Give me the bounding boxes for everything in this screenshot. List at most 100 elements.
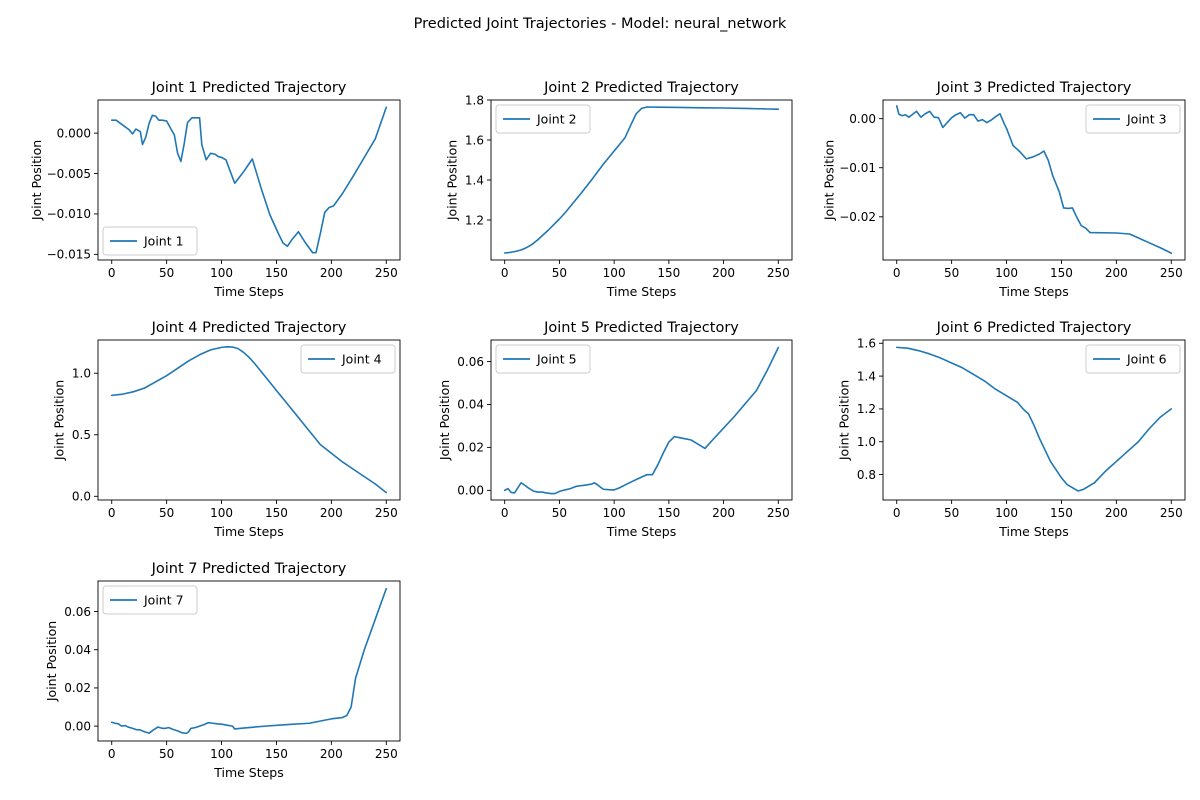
y-tick-label: 1.2 <box>465 213 484 227</box>
y-tick-label: −0.02 <box>839 210 876 224</box>
x-tick-label: 0 <box>501 266 509 280</box>
legend: Joint 4 <box>300 344 396 374</box>
y-tick-label: 0.06 <box>457 355 484 369</box>
legend: Joint 3 <box>1085 104 1181 134</box>
plot-frame <box>882 99 1186 261</box>
legend-box <box>1085 104 1181 134</box>
y-tick-label: 0.000 <box>57 126 91 140</box>
x-tick-label: 0 <box>893 266 901 280</box>
x-axis-label: Time Steps <box>606 284 677 299</box>
x-tick-label: 50 <box>159 506 174 520</box>
legend-label: Joint 7 <box>143 593 184 608</box>
legend-box <box>495 104 591 134</box>
plot-frame <box>97 99 401 261</box>
y-tick-label: 0.02 <box>64 681 91 695</box>
subplot-3: Joint 3 Predicted Trajectory 0 50 100 150 200… <box>822 80 1186 299</box>
legend-box <box>300 344 396 374</box>
y-tick-label: 0.06 <box>64 605 91 619</box>
subplot-title: Joint 2 Predicted Trajectory <box>543 80 739 96</box>
x-axis-label: Time Steps <box>606 524 677 539</box>
series-line-1 <box>110 587 388 735</box>
x-axis-label: Time Steps <box>213 524 284 539</box>
x-tick-label: 50 <box>552 266 567 280</box>
series-line-1 <box>895 346 1173 492</box>
subplot-1: Joint 1 Predicted Trajectory 0 50 100 150 200… <box>29 80 401 299</box>
plot-frame <box>97 339 401 501</box>
y-tick-label: 0.5 <box>72 428 91 442</box>
x-tick-label: 50 <box>159 747 174 761</box>
y-axis-label: Joint Position <box>837 380 852 461</box>
subplot-2: Joint 2 Predicted Trajectory 0 50 100 150 200… <box>445 80 793 299</box>
y-axis-label: Joint Position <box>52 380 67 461</box>
y-tick-label: 1.0 <box>72 367 91 381</box>
legend-label: Joint 1 <box>143 234 184 249</box>
plot-frame <box>882 339 1186 501</box>
y-tick-label: −0.01 <box>839 161 876 175</box>
x-tick-label: 200 <box>320 506 343 520</box>
y-tick-label: 1.0 <box>857 435 876 449</box>
x-tick-label: 200 <box>320 266 343 280</box>
series-line-1 <box>503 106 780 254</box>
x-tick-label: 100 <box>995 266 1018 280</box>
x-tick-label: 100 <box>210 266 233 280</box>
legend-label: Joint 6 <box>1126 352 1167 367</box>
subplot-title: Joint 6 Predicted Trajectory <box>936 320 1132 336</box>
subplot-7: Joint 7 Predicted Trajectory 0 50 100 150 200… <box>44 561 401 780</box>
subplot-title: Joint 3 Predicted Trajectory <box>936 80 1132 96</box>
y-axis-label: Joint Position <box>29 140 44 221</box>
subplot-4: Joint 4 Predicted Trajectory 0 50 100 150 200… <box>52 320 401 539</box>
x-tick-label: 50 <box>552 506 567 520</box>
y-axis-label: Joint Position <box>822 140 837 221</box>
x-tick-label: 250 <box>375 747 398 761</box>
x-tick-label: 50 <box>944 266 959 280</box>
legend: Joint 7 <box>102 585 198 615</box>
plot-frame <box>490 339 793 501</box>
x-tick-label: 250 <box>375 506 398 520</box>
x-tick-label: 150 <box>265 747 288 761</box>
subplot-title: Joint 7 Predicted Trajectory <box>151 561 347 577</box>
x-tick-label: 150 <box>265 506 288 520</box>
y-tick-label: 0.04 <box>64 643 91 657</box>
plot-frame <box>97 580 401 742</box>
x-axis-label: Time Steps <box>998 524 1069 539</box>
x-axis-label: Time Steps <box>213 284 284 299</box>
y-tick-label: 0.04 <box>457 398 484 412</box>
legend-box <box>1085 344 1181 374</box>
legend: Joint 2 <box>495 104 591 134</box>
y-tick-label: 0.00 <box>849 112 876 126</box>
legend: Joint 1 <box>102 226 198 256</box>
x-tick-label: 0 <box>501 506 509 520</box>
x-tick-label: 250 <box>767 506 790 520</box>
y-tick-label: −0.015 <box>47 248 91 262</box>
x-tick-label: 200 <box>320 747 343 761</box>
legend: Joint 6 <box>1085 344 1181 374</box>
x-tick-label: 250 <box>375 266 398 280</box>
y-axis-label: Joint Position <box>44 621 59 702</box>
x-tick-label: 250 <box>1160 266 1183 280</box>
x-tick-label: 100 <box>603 506 626 520</box>
y-tick-label: 0.0 <box>72 490 91 504</box>
legend-label: Joint 3 <box>1126 112 1167 127</box>
subplot-title: Joint 4 Predicted Trajectory <box>151 320 347 336</box>
subplot-title: Joint 1 Predicted Trajectory <box>151 80 347 96</box>
x-tick-label: 0 <box>108 266 116 280</box>
y-tick-label: 1.6 <box>857 337 876 351</box>
x-tick-label: 50 <box>944 506 959 520</box>
x-tick-label: 250 <box>1160 506 1183 520</box>
y-tick-label: 1.4 <box>465 173 484 187</box>
x-tick-label: 150 <box>265 266 288 280</box>
y-axis-label: Joint Position <box>437 380 452 461</box>
x-axis-label: Time Steps <box>998 284 1069 299</box>
subplot-6: Joint 6 Predicted Trajectory 0 50 100 150 200… <box>837 320 1186 539</box>
x-tick-label: 150 <box>1050 506 1073 520</box>
x-tick-label: 150 <box>657 506 680 520</box>
x-tick-label: 200 <box>1105 506 1128 520</box>
legend-box <box>495 344 591 374</box>
x-tick-label: 100 <box>603 266 626 280</box>
series-line-1 <box>895 105 1173 254</box>
y-tick-label: −0.005 <box>47 167 91 181</box>
x-tick-label: 0 <box>893 506 901 520</box>
y-tick-label: 0.02 <box>457 441 484 455</box>
